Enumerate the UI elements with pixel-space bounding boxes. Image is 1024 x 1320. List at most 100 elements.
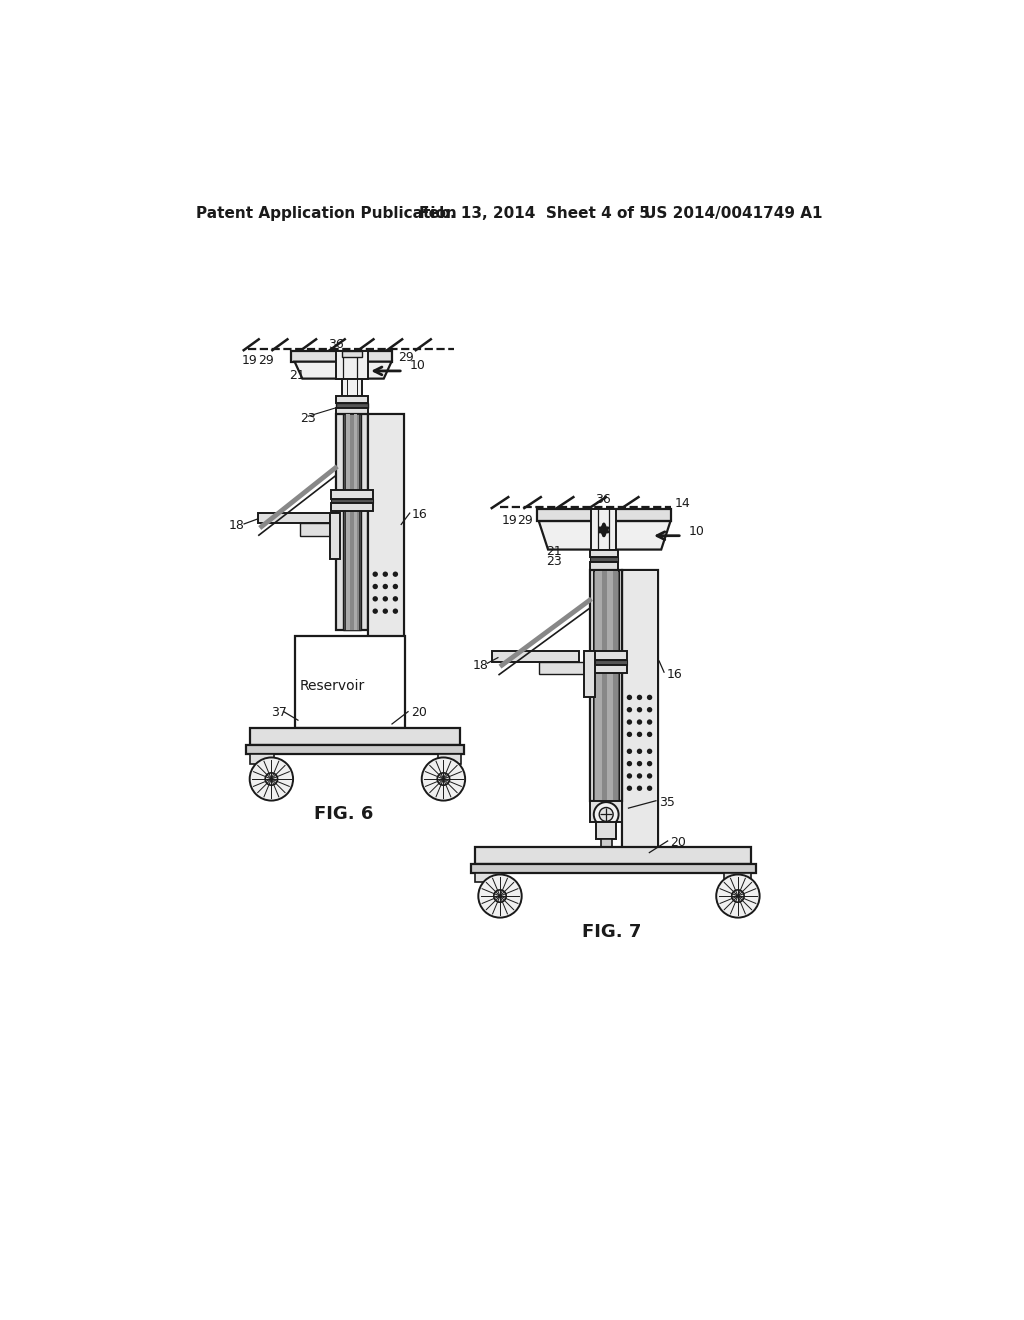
Circle shape <box>627 760 632 767</box>
Bar <box>331 490 373 499</box>
Text: FIG. 7: FIG. 7 <box>583 923 641 941</box>
Circle shape <box>647 760 652 767</box>
Bar <box>601 840 611 847</box>
Bar <box>331 499 373 503</box>
Bar <box>596 822 616 840</box>
Text: 37: 37 <box>271 706 288 719</box>
Circle shape <box>383 597 388 602</box>
Text: Reservoir: Reservoir <box>299 678 365 693</box>
Circle shape <box>627 719 632 725</box>
Circle shape <box>627 694 632 700</box>
Text: 16: 16 <box>412 508 427 520</box>
Bar <box>590 562 617 570</box>
Bar <box>345 414 359 630</box>
Circle shape <box>627 785 632 791</box>
Bar <box>336 408 369 414</box>
Bar <box>258 512 339 524</box>
Bar <box>586 665 627 673</box>
Bar <box>475 847 751 863</box>
Circle shape <box>373 609 378 614</box>
Circle shape <box>494 890 506 903</box>
Bar <box>336 351 369 379</box>
Text: 16: 16 <box>667 668 682 681</box>
Text: FIG. 6: FIG. 6 <box>314 805 374 824</box>
Bar <box>342 351 362 358</box>
Bar <box>330 512 340 558</box>
Bar <box>438 755 461 763</box>
Bar <box>475 873 503 882</box>
Bar <box>592 508 616 549</box>
Polygon shape <box>295 362 391 379</box>
Circle shape <box>647 748 652 754</box>
Text: 10: 10 <box>688 524 705 537</box>
Bar <box>595 572 617 800</box>
Text: 10: 10 <box>410 359 425 372</box>
Bar <box>623 570 658 870</box>
Circle shape <box>250 758 293 800</box>
Circle shape <box>716 875 760 917</box>
Text: 21: 21 <box>289 370 305 381</box>
Circle shape <box>637 760 642 767</box>
Circle shape <box>637 774 642 779</box>
Bar <box>724 873 751 882</box>
Bar <box>595 572 601 800</box>
Circle shape <box>265 774 278 785</box>
Bar <box>342 379 362 396</box>
Bar <box>343 414 360 630</box>
Bar <box>586 660 627 665</box>
Circle shape <box>637 719 642 725</box>
Bar <box>331 503 373 511</box>
Text: 29: 29 <box>258 354 274 367</box>
Circle shape <box>594 803 618 826</box>
Circle shape <box>392 572 398 577</box>
Circle shape <box>637 785 642 791</box>
Circle shape <box>627 731 632 737</box>
Bar <box>291 351 391 362</box>
Polygon shape <box>539 521 671 549</box>
Bar <box>590 570 623 800</box>
Bar <box>353 414 357 630</box>
Bar <box>590 549 617 557</box>
Bar <box>336 414 369 630</box>
Bar <box>584 651 595 697</box>
Bar <box>336 404 369 408</box>
Text: 23: 23 <box>300 412 315 425</box>
Bar <box>346 414 349 630</box>
Polygon shape <box>539 663 590 675</box>
Text: US 2014/0041749 A1: US 2014/0041749 A1 <box>644 206 822 222</box>
Bar <box>590 557 617 562</box>
Text: 36: 36 <box>595 492 611 506</box>
Bar <box>607 572 613 800</box>
Bar <box>590 800 623 822</box>
Bar <box>538 508 671 521</box>
Text: Feb. 13, 2014  Sheet 4 of 5: Feb. 13, 2014 Sheet 4 of 5 <box>419 206 649 222</box>
Circle shape <box>627 748 632 754</box>
Bar <box>624 572 656 869</box>
Bar <box>493 651 579 663</box>
Circle shape <box>392 597 398 602</box>
Circle shape <box>383 609 388 614</box>
Bar <box>370 416 402 667</box>
Text: 29: 29 <box>517 513 532 527</box>
Circle shape <box>383 583 388 589</box>
Circle shape <box>392 583 398 589</box>
Circle shape <box>647 694 652 700</box>
Text: 36: 36 <box>328 338 344 351</box>
Text: 20: 20 <box>411 706 427 719</box>
Circle shape <box>383 572 388 577</box>
Circle shape <box>422 758 465 800</box>
Circle shape <box>627 708 632 713</box>
Circle shape <box>627 774 632 779</box>
Text: Patent Application Publication: Patent Application Publication <box>197 206 457 222</box>
Circle shape <box>599 808 613 821</box>
Circle shape <box>647 731 652 737</box>
Circle shape <box>637 694 642 700</box>
Bar <box>369 414 403 668</box>
Text: 35: 35 <box>658 796 675 809</box>
Circle shape <box>647 719 652 725</box>
Circle shape <box>732 890 744 903</box>
Bar <box>246 744 464 755</box>
Text: 18: 18 <box>228 519 245 532</box>
Circle shape <box>392 609 398 614</box>
Circle shape <box>437 774 450 785</box>
